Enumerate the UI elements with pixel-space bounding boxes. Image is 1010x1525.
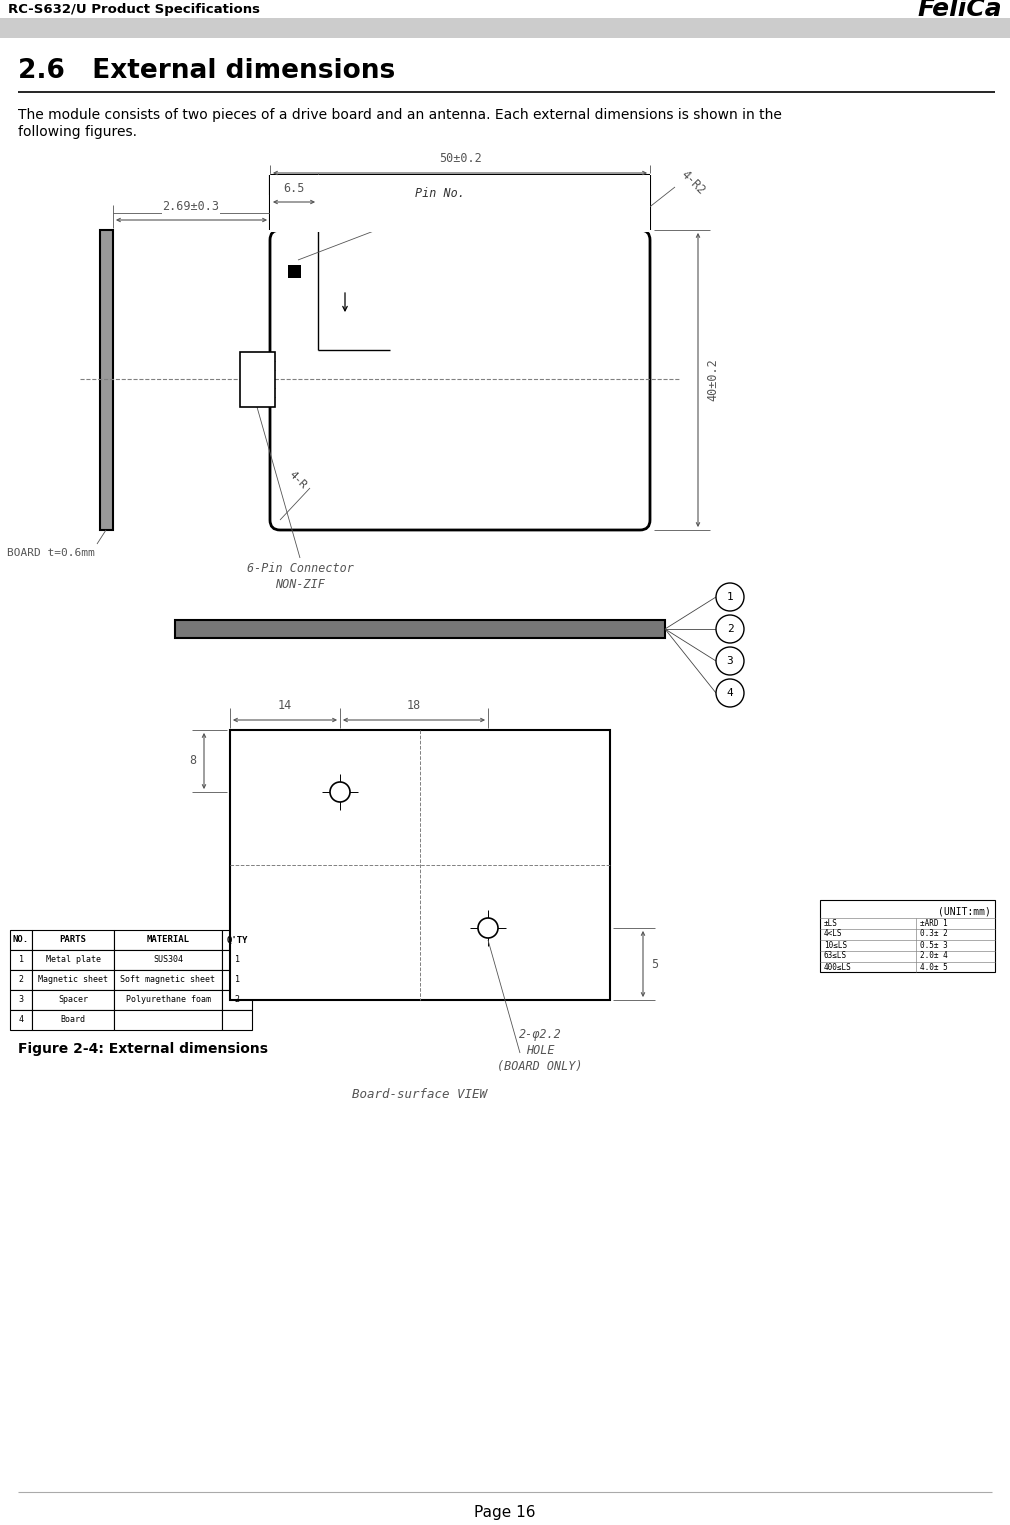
Bar <box>270 175 650 232</box>
Bar <box>240 352 275 407</box>
Text: MATERIAL: MATERIAL <box>146 935 190 944</box>
Text: 8: 8 <box>189 755 196 767</box>
Text: (BOARD ONLY): (BOARD ONLY) <box>497 1060 583 1074</box>
Text: 3: 3 <box>726 656 733 666</box>
Text: 0.3± 2: 0.3± 2 <box>920 930 948 938</box>
Text: ±LS: ±LS <box>824 918 838 927</box>
Text: Figure 2-4: External dimensions: Figure 2-4: External dimensions <box>18 1042 268 1055</box>
Bar <box>222 930 252 950</box>
Text: Q'TY: Q'TY <box>226 935 247 944</box>
Text: 3: 3 <box>18 996 23 1005</box>
Bar <box>32 990 114 1010</box>
Bar <box>32 930 114 950</box>
Bar <box>175 621 665 637</box>
Bar <box>10 1010 32 1029</box>
Circle shape <box>716 615 744 644</box>
Text: 6-Pin Connector: 6-Pin Connector <box>246 563 354 575</box>
Text: Pin No.: Pin No. <box>415 188 465 200</box>
Text: BOARD t=0.6mm: BOARD t=0.6mm <box>7 547 95 558</box>
Bar <box>222 990 252 1010</box>
Text: ±ARD 1: ±ARD 1 <box>920 918 948 927</box>
Bar <box>288 265 301 278</box>
Text: 400≤LS: 400≤LS <box>824 962 851 971</box>
Text: 4<LS: 4<LS <box>824 930 842 938</box>
Text: 1: 1 <box>234 976 239 985</box>
Text: Spacer: Spacer <box>58 996 88 1005</box>
Text: 14: 14 <box>278 698 292 712</box>
Text: 2.6   External dimensions: 2.6 External dimensions <box>18 58 395 84</box>
Text: 1: 1 <box>234 956 239 964</box>
Bar <box>114 930 222 950</box>
Text: NO.: NO. <box>13 935 29 944</box>
Text: 40±0.2: 40±0.2 <box>706 358 719 401</box>
Text: NON-ZIF: NON-ZIF <box>275 578 325 592</box>
Text: 2.69±0.3: 2.69±0.3 <box>163 200 219 214</box>
Text: 1: 1 <box>18 956 23 964</box>
FancyBboxPatch shape <box>270 230 650 531</box>
Text: 50±0.2: 50±0.2 <box>438 152 482 165</box>
Bar <box>0 18 1010 38</box>
Bar <box>222 1010 252 1029</box>
Text: FeliCa: FeliCa <box>917 0 1002 21</box>
Text: Magnetic sheet: Magnetic sheet <box>38 976 108 985</box>
Text: SUS304: SUS304 <box>153 956 183 964</box>
Bar <box>32 1010 114 1029</box>
Circle shape <box>716 647 744 676</box>
Circle shape <box>716 583 744 612</box>
Text: 4: 4 <box>18 1016 23 1025</box>
Circle shape <box>330 782 350 802</box>
Bar <box>222 950 252 970</box>
Text: The module consists of two pieces of a drive board and an antenna. Each external: The module consists of two pieces of a d… <box>18 108 782 122</box>
Text: Board-surface VIEW: Board-surface VIEW <box>352 1087 488 1101</box>
Text: 2.0± 4: 2.0± 4 <box>920 952 948 961</box>
Text: 18: 18 <box>407 698 421 712</box>
Bar <box>10 970 32 990</box>
Bar <box>114 990 222 1010</box>
Circle shape <box>716 679 744 708</box>
Text: 4-R: 4-R <box>287 470 309 491</box>
Text: 2: 2 <box>726 624 733 634</box>
Text: RC-S632/U Product Specifications: RC-S632/U Product Specifications <box>8 3 260 15</box>
Bar <box>114 1010 222 1029</box>
Text: Soft magnetic sheet: Soft magnetic sheet <box>120 976 215 985</box>
Text: Polyurethane foam: Polyurethane foam <box>125 996 210 1005</box>
Text: 4-R2: 4-R2 <box>678 168 707 198</box>
Text: 4: 4 <box>726 688 733 698</box>
Text: 0.5± 3: 0.5± 3 <box>920 941 948 950</box>
Text: Board: Board <box>61 1016 86 1025</box>
Bar <box>230 730 610 1000</box>
Text: 2: 2 <box>234 996 239 1005</box>
Text: HOLE: HOLE <box>526 1045 554 1057</box>
Text: Page 16: Page 16 <box>475 1505 535 1520</box>
Text: 5: 5 <box>651 958 659 970</box>
Bar <box>222 970 252 990</box>
Text: Metal plate: Metal plate <box>45 956 101 964</box>
Bar <box>114 950 222 970</box>
Text: PARTS: PARTS <box>60 935 87 944</box>
Text: 63≤LS: 63≤LS <box>824 952 847 961</box>
Bar <box>10 990 32 1010</box>
Bar <box>100 230 113 531</box>
Bar <box>0 0 1010 18</box>
Text: 2-φ2.2: 2-φ2.2 <box>518 1028 562 1042</box>
Text: 4.0± 5: 4.0± 5 <box>920 962 948 971</box>
Text: 10≤LS: 10≤LS <box>824 941 847 950</box>
Text: 1: 1 <box>726 592 733 602</box>
Text: (UNIT:mm): (UNIT:mm) <box>938 906 991 917</box>
Text: 6.5: 6.5 <box>284 181 305 195</box>
Circle shape <box>478 918 498 938</box>
Bar <box>820 900 995 971</box>
Bar <box>32 970 114 990</box>
Bar <box>10 950 32 970</box>
Bar <box>10 930 32 950</box>
Bar <box>114 970 222 990</box>
Bar <box>32 950 114 970</box>
Text: 2: 2 <box>18 976 23 985</box>
Text: following figures.: following figures. <box>18 125 137 139</box>
